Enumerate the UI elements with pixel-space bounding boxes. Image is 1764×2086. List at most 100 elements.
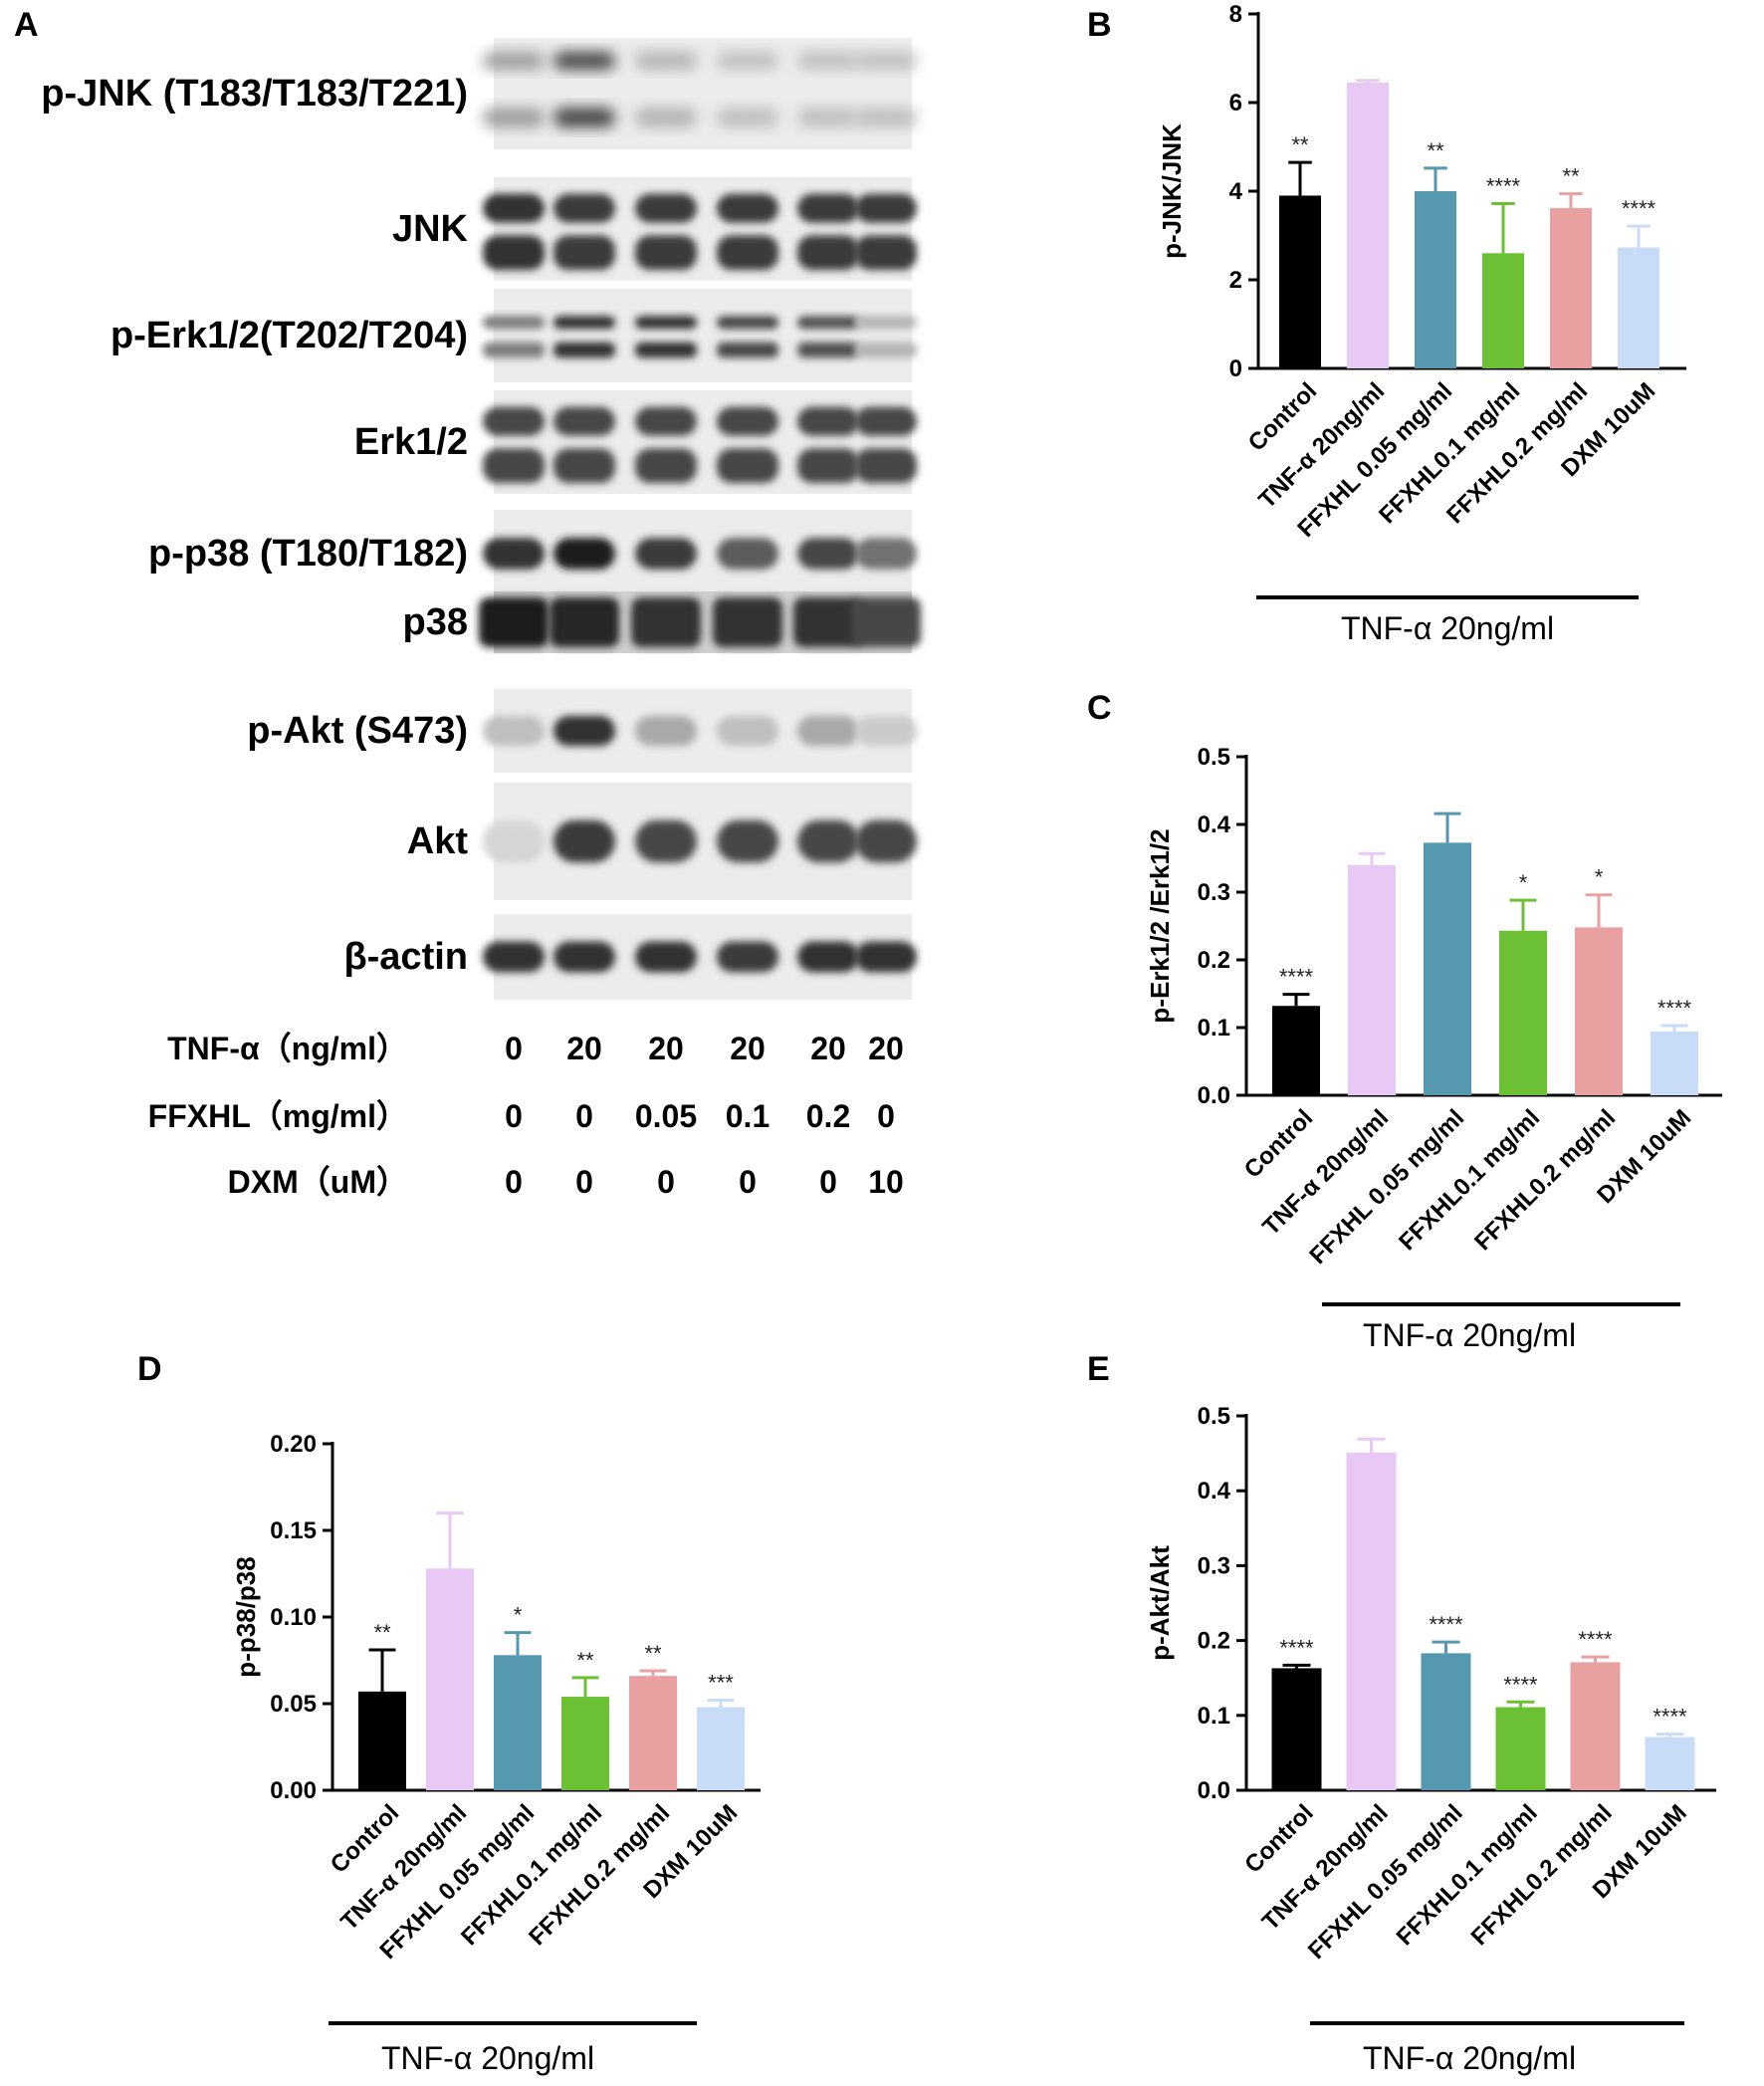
- band: [855, 406, 917, 436]
- band: [635, 316, 697, 330]
- significance-label: **: [1291, 132, 1309, 157]
- blot-lane: [717, 538, 778, 570]
- y-tick-label: 0.0: [1198, 1777, 1230, 1804]
- blot-lane: [553, 941, 615, 973]
- band: [717, 448, 778, 484]
- condition-value: 0: [505, 1098, 523, 1134]
- blot-lane: [483, 715, 545, 747]
- blot-lane: [631, 597, 701, 647]
- group-label: TNF-α 20ng/ml: [1341, 610, 1554, 646]
- blot-lane: [483, 406, 545, 484]
- bar: [1272, 1006, 1320, 1095]
- blot-row: p-Erk1/2(T202/T204): [110, 289, 917, 382]
- blot-lane: [717, 193, 778, 271]
- bar: [697, 1707, 745, 1790]
- band: [635, 52, 697, 70]
- bar: [1279, 195, 1321, 368]
- significance-label: **: [644, 1641, 662, 1666]
- y-tick-label: 0.5: [1198, 1403, 1230, 1430]
- x-category-label: FFXHL0.2 mg/ml: [1469, 1104, 1621, 1256]
- blot-lane: [483, 538, 545, 570]
- blot-lane: [855, 538, 917, 570]
- significance-label: ****: [1622, 196, 1656, 221]
- band: [793, 597, 863, 647]
- bar: [1348, 864, 1396, 1095]
- band: [483, 448, 545, 484]
- y-axis-label: p-p38/p38: [231, 1556, 261, 1677]
- band: [851, 597, 921, 647]
- band: [797, 193, 859, 223]
- blot-lane: [855, 715, 917, 747]
- y-tick-label: 0.5: [1198, 744, 1230, 771]
- blot-lane: [553, 715, 615, 747]
- blot-lane: [553, 52, 615, 127]
- bar: [561, 1697, 609, 1790]
- blot-lane: [717, 941, 778, 973]
- band: [483, 715, 545, 747]
- bar: [1421, 1653, 1471, 1790]
- blot-label: p-p38 (T180/T182): [148, 533, 468, 575]
- condition-value: 20: [810, 1031, 846, 1066]
- y-tick-label: 2: [1229, 267, 1242, 294]
- band: [635, 108, 697, 127]
- blot-lane: [855, 316, 917, 358]
- blot-lane: [855, 193, 917, 271]
- significance-label: ****: [1578, 1627, 1613, 1652]
- blot-lane: [479, 597, 549, 647]
- panel-e-chart: E p-Akt/Akt0.00.10.20.30.40.5****Control…: [1087, 1350, 1716, 2076]
- x-category-label: FFXHL0.1 mg/ml: [1394, 1104, 1545, 1256]
- band: [635, 941, 697, 973]
- band: [717, 819, 778, 863]
- band: [483, 538, 545, 570]
- significance-label: *: [1519, 870, 1528, 895]
- blot-row: p-p38 (T180/T182): [148, 510, 917, 597]
- condition-value: 0.2: [806, 1098, 850, 1134]
- y-tick-label: 0.4: [1198, 811, 1231, 838]
- blot-lane: [635, 941, 697, 973]
- blot-lane: [635, 715, 697, 747]
- significance-label: ****: [1279, 965, 1314, 990]
- band: [479, 597, 549, 647]
- y-tick-label: 0.15: [270, 1517, 317, 1544]
- blot-lane: [717, 406, 778, 484]
- condition-value: 20: [566, 1031, 602, 1066]
- band: [635, 448, 697, 484]
- bar: [1415, 191, 1456, 368]
- blot-lane: [635, 406, 697, 484]
- band: [553, 108, 615, 127]
- band: [635, 342, 697, 358]
- band: [717, 715, 778, 747]
- y-tick-label: 0.05: [270, 1691, 317, 1718]
- band: [855, 448, 917, 484]
- significance-label: **: [1427, 138, 1444, 163]
- band: [635, 538, 697, 570]
- x-category-label: FFXHL0.1 mg/ml: [1392, 1799, 1543, 1951]
- band: [553, 819, 615, 863]
- band: [797, 819, 859, 863]
- blot-lane: [797, 406, 859, 484]
- blot-lane: [553, 819, 615, 863]
- blot-label: Akt: [407, 820, 469, 862]
- blot-lane: [635, 52, 697, 127]
- panel-label-c: C: [1087, 689, 1112, 727]
- bar: [1347, 82, 1389, 368]
- blot-row: JNK: [392, 177, 917, 281]
- blot-label: p38: [403, 601, 468, 643]
- panel-d-chart: D p-p38/p380.000.050.100.150.20**Control…: [137, 1350, 761, 2076]
- blot-label: p-JNK (T183/T183/T221): [41, 73, 468, 115]
- blot-lane: [553, 193, 615, 271]
- blot-lane: [635, 316, 697, 358]
- band: [855, 108, 917, 127]
- blot-lane: [797, 819, 859, 863]
- bar: [1570, 1662, 1621, 1790]
- bar: [1550, 207, 1592, 368]
- blot-lane: [851, 597, 921, 647]
- blot-lane: [483, 819, 545, 863]
- band: [483, 342, 545, 358]
- band: [553, 52, 615, 70]
- band: [797, 342, 859, 358]
- band: [553, 316, 615, 330]
- y-tick-label: 0.20: [270, 1431, 317, 1458]
- condition-value: 0: [575, 1098, 593, 1134]
